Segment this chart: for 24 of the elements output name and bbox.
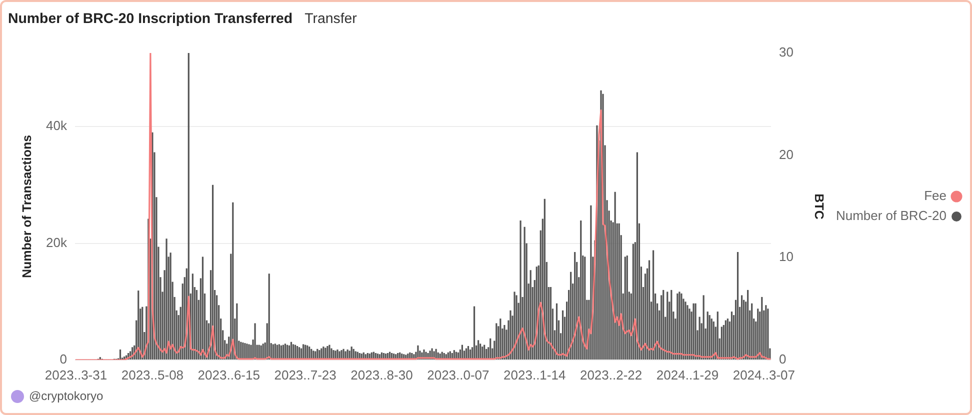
x-tick-label: 2023..3-31 bbox=[44, 367, 108, 382]
legend-label: Number of BRC-20 bbox=[836, 208, 946, 224]
y-tick-label: 20k bbox=[46, 234, 68, 250]
x-tick-label: 2023..5-08 bbox=[121, 367, 184, 382]
y2-tick-label: 0 bbox=[778, 352, 786, 367]
y2-axis-title: BTC bbox=[812, 194, 826, 220]
x-tick-label: 2023..7-23 bbox=[274, 367, 336, 382]
x-tick-label: 2023..6-15 bbox=[198, 367, 260, 382]
x-tick-label: 2023..8-30 bbox=[350, 367, 413, 382]
y2-tick-label: 30 bbox=[778, 44, 794, 60]
y-axis-title: Number of Transactions bbox=[20, 134, 34, 278]
x-tick-label: 2024..1-29 bbox=[656, 367, 719, 382]
y2-tick-label: 20 bbox=[778, 146, 794, 162]
x-tick-label: 2023..2-22 bbox=[580, 367, 642, 382]
x-tick-label: 2023..1-14 bbox=[504, 367, 566, 382]
y-tick-label: 40k bbox=[46, 118, 68, 134]
text: @cryptokoryo bbox=[29, 388, 104, 404]
y-tick-label: 0 bbox=[60, 352, 67, 367]
legend-label: Fee bbox=[924, 188, 946, 204]
chart-title: Number of BRC-20 Inscription Transferred bbox=[8, 11, 293, 27]
x-tick-label: 2024..3-07 bbox=[732, 367, 796, 382]
chart-subtitle: Transfer bbox=[304, 11, 357, 27]
x-tick-label: 2023..0-07 bbox=[427, 367, 490, 382]
y2-tick-label: 10 bbox=[778, 249, 794, 264]
